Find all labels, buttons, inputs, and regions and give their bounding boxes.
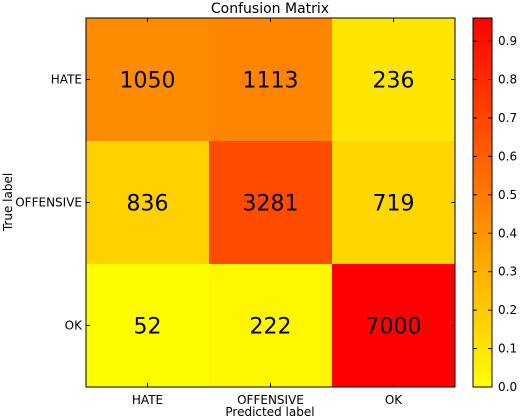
- x-axis-label: Predicted label: [225, 405, 314, 419]
- heatmap-cells: 1050 1113 236 836 3281 719 52 222 7000: [85, 17, 456, 388]
- colorbar-tick-label: 0.9: [498, 34, 517, 48]
- heatmap-cell: [332, 264, 455, 387]
- y-axis-label: True label: [1, 173, 15, 232]
- heatmap-cell: [86, 18, 209, 141]
- y-tick-label: OK: [65, 319, 83, 333]
- colorbar-tick-label: 0.1: [498, 342, 517, 356]
- cell-value-label: 836: [127, 192, 169, 217]
- chart-title: Confusion Matrix: [211, 1, 329, 17]
- colorbar-tick-label: 0.3: [498, 265, 517, 279]
- y-tick-label: OFFENSIVE: [15, 196, 82, 210]
- heatmap-cell: [209, 141, 332, 264]
- y-tick-label: HATE: [51, 73, 82, 87]
- x-tick-label: OFFENSIVE: [237, 393, 304, 407]
- colorbar-tick-label: 0.7: [498, 111, 517, 125]
- colorbar-gradient: [472, 17, 493, 388]
- heatmap-cell: [332, 141, 455, 264]
- colorbar-tick-label: 0.2: [498, 303, 517, 317]
- y-axis-ticks: HATE OFFENSIVE OK: [15, 73, 455, 333]
- colorbar-tick-label: 0.8: [498, 73, 517, 87]
- x-axis-ticks: HATE OFFENSIVE OK: [132, 18, 403, 407]
- x-tick-label: HATE: [132, 393, 163, 407]
- heatmap-cell: [209, 264, 332, 387]
- cell-value-label: 222: [250, 315, 292, 340]
- heatmap-cell: [86, 141, 209, 264]
- x-tick-label: OK: [385, 393, 403, 407]
- cell-value-label: 1113: [243, 69, 299, 94]
- colorbar: 0.0 0.1 0.2 0.3 0.4 0.5 0.6 0.7 0.8 0.9: [472, 17, 517, 394]
- cell-value-label: 52: [134, 315, 162, 340]
- heatmap-cell: [86, 264, 209, 387]
- colorbar-tick-label: 0.4: [498, 226, 517, 240]
- cell-value-label: 3281: [243, 192, 299, 217]
- cell-value-label: 236: [373, 69, 415, 94]
- heatmap-cell: [332, 18, 455, 141]
- heatmap-cell: [209, 18, 332, 141]
- cell-value-label: 7000: [366, 315, 422, 340]
- cell-value-label: 1050: [120, 69, 176, 94]
- colorbar-tick-label: 0.6: [498, 149, 517, 163]
- colorbar-tick-label: 0.0: [498, 380, 517, 394]
- cell-value-label: 719: [373, 192, 415, 217]
- colorbar-tick-label: 0.5: [498, 188, 517, 202]
